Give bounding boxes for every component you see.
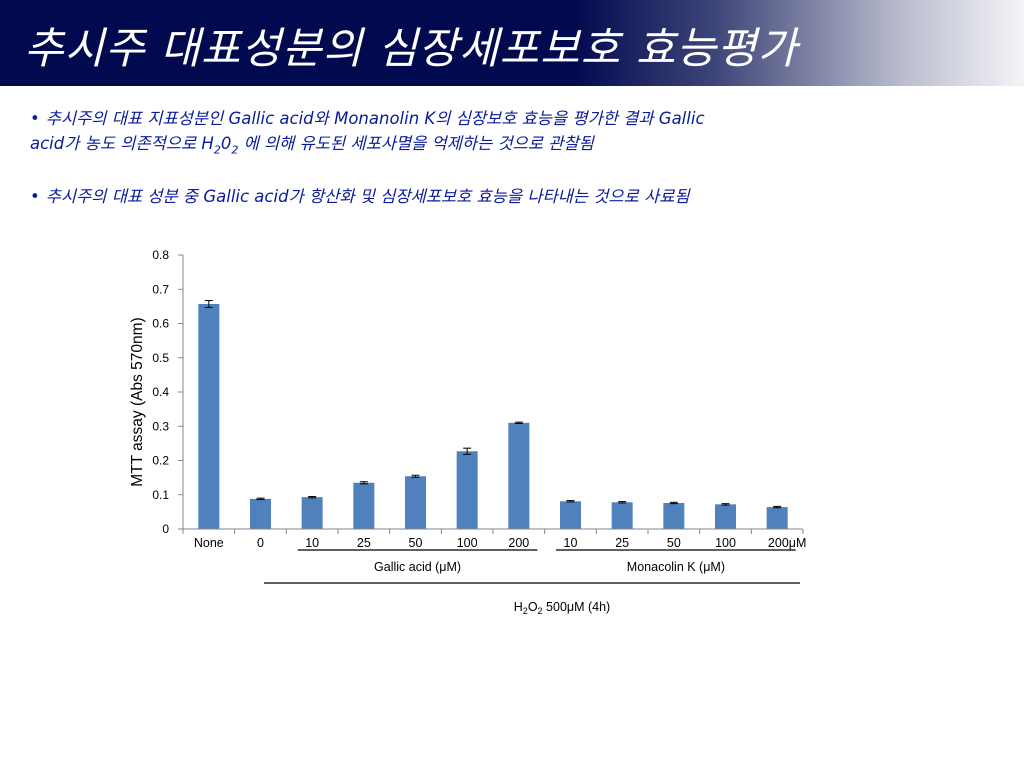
bullet-item-1: • 추시주의 대표 지표성분인 Gallic acid와 Monanolin K의… (30, 106, 900, 162)
bullet-1-line2c: 에 의해 유도된 세포사멸을 억제하는 것으로 관찰됨 (238, 134, 594, 153)
y-axis-ticks: 0 0.1 0.2 0.3 0.4 0.5 0.6 0.7 0.8 (152, 248, 183, 536)
bullet-list: • 추시주의 대표 지표성분인 Gallic acid와 Monanolin K의… (30, 106, 900, 209)
treatment-post: 500μM (4h) (543, 600, 611, 614)
treatment-pre: H (514, 600, 523, 614)
error-bars (204, 300, 782, 509)
bullet-1-sub1: 2 (213, 143, 221, 157)
title-bar: 추시주 대표성분의 심장세포보호 효능평가 (0, 0, 1024, 86)
bar (715, 504, 736, 529)
y-tick-label: 0.8 (152, 248, 169, 262)
bar (611, 502, 633, 529)
x-tick-label: 200μM (768, 536, 806, 550)
y-tick-label: 0 (162, 522, 169, 536)
bar (766, 507, 788, 529)
x-tick-label: 200 (508, 536, 529, 550)
x-tick-label: 0 (257, 536, 264, 550)
y-axis-label: MTT assay (Abs 570nm) (129, 317, 146, 486)
x-axis-tick-labels: None 0 10 25 50 100 200 10 25 50 100 200μM (182, 529, 806, 550)
bullet-1-line2a: acid가 농도 의존적으로 H (30, 134, 214, 153)
group-annotations: Gallic acid (μM) Monacolin K (μM) (297, 549, 796, 574)
y-tick-label: 0.6 (152, 317, 169, 331)
x-tick-label: 25 (615, 536, 629, 550)
slide-title: 추시주 대표성분의 심장세포보호 효능평가 (24, 24, 799, 74)
treatment-label: H2O2 500μM (4h) (514, 600, 610, 616)
y-tick-label: 0.2 (152, 454, 169, 468)
bullet-1-line1: 추시주의 대표 지표성분인 Gallic acid와 Monanolin K의 … (45, 109, 705, 128)
bar (405, 476, 426, 529)
y-tick-label: 0.5 (152, 351, 169, 365)
group-label: Monacolin K (μM) (627, 560, 725, 574)
bar (508, 422, 530, 529)
y-tick-label: 0.7 (152, 282, 169, 296)
y-tick-label: 0.4 (152, 385, 169, 399)
bullet-dot-icon: • (30, 187, 40, 207)
x-tick-label: 10 (564, 536, 578, 550)
bar (198, 303, 220, 529)
bullet-2-line1: 추시주의 대표 성분 중 Gallic acid가 항산화 및 심장세포보호 효… (45, 187, 690, 207)
x-tick-label: None (194, 536, 224, 550)
y-tick-label: 0.3 (152, 419, 169, 433)
bar (456, 451, 478, 529)
x-tick-label: 10 (305, 536, 319, 550)
bullet-item-2: • 추시주의 대표 성분 중 Gallic acid가 항산화 및 심장세포보호 … (30, 184, 900, 209)
treatment-sub2: 2 (538, 606, 543, 616)
bar (250, 498, 271, 529)
bar (560, 501, 581, 529)
treatment-sub1: 2 (523, 606, 528, 616)
bar (353, 482, 375, 529)
x-tick-label: 25 (357, 536, 371, 550)
treatment-mid: O (528, 600, 538, 614)
y-tick-label: 0.1 (152, 488, 169, 502)
bar (301, 497, 323, 529)
x-tick-label: 50 (409, 536, 423, 550)
bar-series (198, 303, 788, 529)
bar (663, 502, 685, 529)
bullet-dot-icon: • (30, 109, 40, 128)
group-label: Gallic acid (μM) (374, 560, 461, 574)
x-tick-label: 100 (715, 536, 736, 550)
x-tick-label: 50 (667, 536, 681, 550)
x-tick-label: 100 (457, 536, 478, 550)
bullet-1-sub2: 2 (231, 143, 239, 157)
bullet-1-line2b: 0 (220, 134, 232, 153)
